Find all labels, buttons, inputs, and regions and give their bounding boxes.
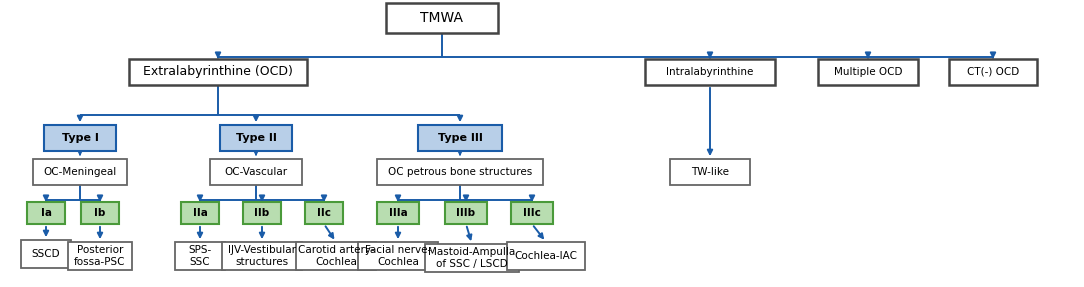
Text: Extralabyrinthine (OCD): Extralabyrinthine (OCD) [143, 65, 293, 79]
FancyBboxPatch shape [670, 159, 750, 185]
Text: IIc: IIc [317, 208, 331, 218]
FancyBboxPatch shape [645, 59, 775, 85]
FancyBboxPatch shape [27, 202, 65, 224]
Text: IIIa: IIIa [389, 208, 408, 218]
FancyBboxPatch shape [446, 202, 487, 224]
FancyBboxPatch shape [210, 159, 302, 185]
Text: CT(-) OCD: CT(-) OCD [967, 67, 1019, 77]
Text: Intralabyrinthine: Intralabyrinthine [667, 67, 753, 77]
FancyBboxPatch shape [81, 202, 119, 224]
FancyBboxPatch shape [377, 159, 543, 185]
Text: Type I: Type I [62, 133, 99, 143]
FancyBboxPatch shape [818, 59, 918, 85]
FancyBboxPatch shape [44, 125, 116, 151]
Text: Facial nerve-
Cochlea: Facial nerve- Cochlea [365, 245, 431, 267]
Text: Carotid artery-
Cochlea: Carotid artery- Cochlea [298, 245, 374, 267]
FancyBboxPatch shape [358, 242, 438, 270]
Text: IIb: IIb [255, 208, 270, 218]
FancyBboxPatch shape [377, 202, 420, 224]
Text: Ib: Ib [94, 208, 105, 218]
Text: SPS-
SSC: SPS- SSC [189, 245, 211, 267]
Text: OC petrous bone structures: OC petrous bone structures [388, 167, 532, 177]
Text: IJV-Vestibular
structures: IJV-Vestibular structures [228, 245, 296, 267]
FancyBboxPatch shape [21, 240, 70, 268]
FancyBboxPatch shape [243, 202, 281, 224]
FancyBboxPatch shape [511, 202, 553, 224]
Text: TW-like: TW-like [691, 167, 730, 177]
FancyBboxPatch shape [296, 242, 376, 270]
Text: Posterior
fossa-PSC: Posterior fossa-PSC [74, 245, 126, 267]
FancyBboxPatch shape [222, 242, 302, 270]
FancyBboxPatch shape [425, 244, 519, 272]
Text: Ia: Ia [40, 208, 52, 218]
FancyBboxPatch shape [129, 59, 307, 85]
Text: SSCD: SSCD [31, 249, 61, 259]
Text: OC-Vascular: OC-Vascular [224, 167, 287, 177]
Text: Type II: Type II [235, 133, 276, 143]
Text: IIIb: IIIb [456, 208, 476, 218]
Text: OC-Meningeal: OC-Meningeal [43, 167, 117, 177]
Text: Multiple OCD: Multiple OCD [834, 67, 902, 77]
Text: IIa: IIa [193, 208, 207, 218]
Text: Cochlea-IAC: Cochlea-IAC [515, 251, 578, 261]
FancyBboxPatch shape [220, 125, 292, 151]
Text: Type III: Type III [438, 133, 482, 143]
FancyBboxPatch shape [33, 159, 127, 185]
FancyBboxPatch shape [175, 242, 225, 270]
FancyBboxPatch shape [181, 202, 219, 224]
FancyBboxPatch shape [507, 242, 585, 270]
FancyBboxPatch shape [305, 202, 343, 224]
FancyBboxPatch shape [948, 59, 1037, 85]
Text: Mastoid-Ampulla
of SSC / LSCD: Mastoid-Ampulla of SSC / LSCD [428, 247, 516, 269]
FancyBboxPatch shape [68, 242, 132, 270]
FancyBboxPatch shape [418, 125, 502, 151]
FancyBboxPatch shape [386, 3, 498, 33]
Text: IIIc: IIIc [524, 208, 541, 218]
Text: TMWA: TMWA [421, 11, 464, 25]
